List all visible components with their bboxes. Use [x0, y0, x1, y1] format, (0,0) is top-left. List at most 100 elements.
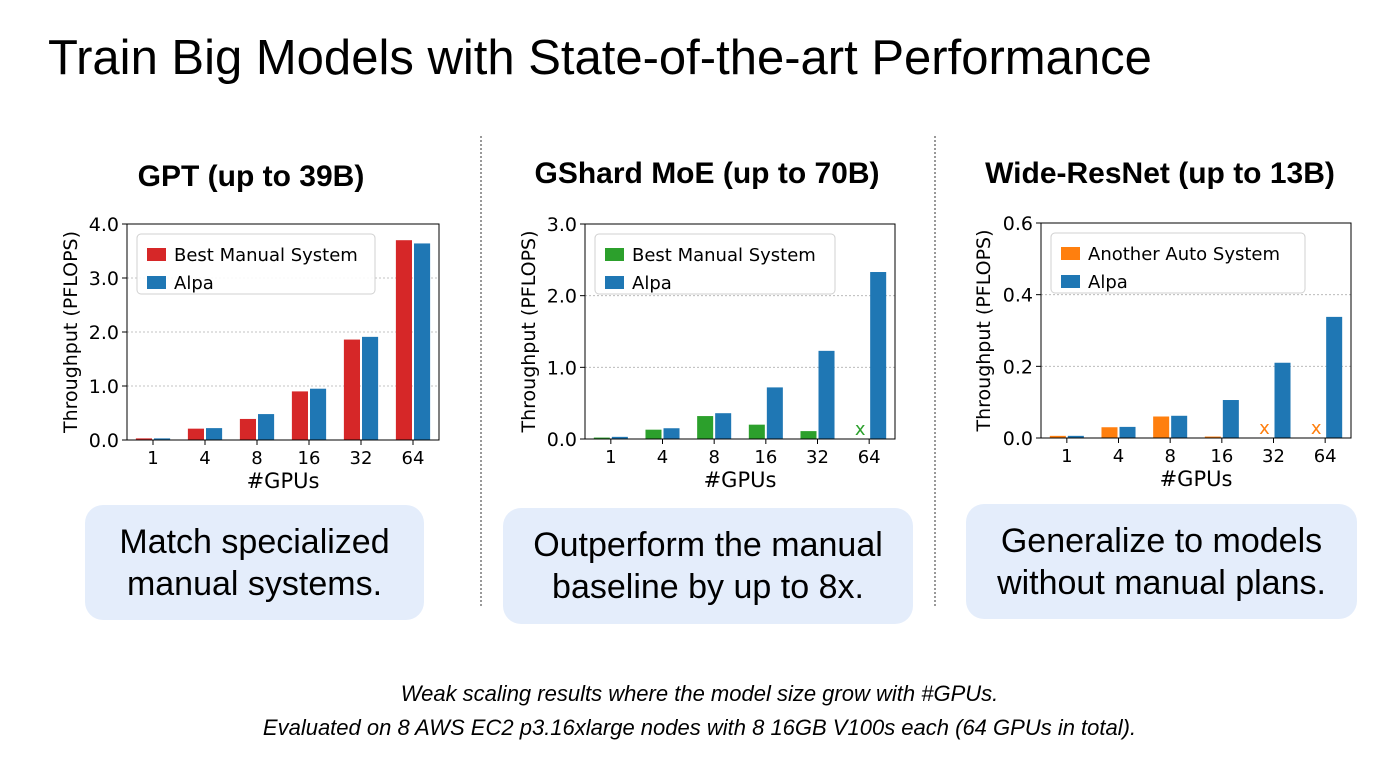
chart-gpt-bar-alpa-64 — [414, 243, 431, 440]
chart-wresnet-frame — [1040, 222, 1352, 439]
chart-wresnet-ylabel: Throughput (PFLOPS) — [973, 230, 995, 433]
chart-gpt-legend-swatch — [147, 276, 166, 289]
chart-moe-legend-swatch — [605, 248, 624, 261]
chart-moe-ytick-label: 0.0 — [547, 429, 577, 451]
chart-moe-bar-baseline-1 — [593, 437, 610, 439]
chart-wresnet-xtick-label: 4 — [1113, 446, 1124, 467]
chart-gpt-bar-alpa-8 — [258, 414, 275, 440]
callout-wresnet: Generalize to models without manual plan… — [966, 504, 1357, 619]
caption-line2: Evaluated on 8 AWS EC2 p3.16xlarge nodes… — [262, 715, 1137, 740]
chart-wresnet-bar-alpa-32 — [1274, 362, 1291, 438]
chart-gpt-ytick-label: 2.0 — [89, 322, 119, 344]
chart-wresnet-ytick-label: 0.0 — [1003, 428, 1033, 450]
chart-gpt-bar-alpa-16 — [310, 388, 327, 440]
callout-moe-line1: Outperform the manual — [533, 526, 883, 564]
chart-gpt-xlabel: #GPUs — [247, 469, 320, 493]
chart-moe-xlabel: #GPUs — [704, 468, 777, 492]
chart-moe-xtick-label: 32 — [806, 447, 829, 468]
chart-wresnet-ytick-label: 0.6 — [1003, 213, 1033, 235]
chart-wresnet-legend-label: Another Auto System — [1088, 244, 1280, 265]
chart-gpt-ytick-label: 3.0 — [89, 268, 119, 290]
chart-wresnet-legend — [1050, 232, 1306, 294]
chart-gpt-ytick-label: 4.0 — [89, 214, 119, 236]
chart-gpt-bar-baseline-32 — [343, 339, 360, 440]
chart-moe-xtick-label: 16 — [754, 447, 777, 468]
chart-wresnet-bar-baseline-1 — [1049, 435, 1066, 438]
chart-wresnet-bar-baseline-16 — [1204, 436, 1221, 438]
divider-left — [480, 136, 482, 606]
chart-wresnet-legend-label: Alpa — [1088, 272, 1128, 293]
callout-moe-line2: baseline by up to 8x. — [552, 568, 864, 606]
chart-wresnet-xtick-label: 32 — [1262, 446, 1285, 467]
chart-moe-bar-alpa-1 — [611, 436, 628, 439]
chart-moe-ytick-label: 1.0 — [547, 357, 577, 379]
chart-gpt-bar-alpa-32 — [362, 336, 379, 440]
chart-gpt-legend-swatch — [147, 248, 166, 261]
chart-gpt-xtick-label: 8 — [251, 448, 262, 469]
panel-title-moe: GShard MoE (up to 70B) — [534, 157, 880, 190]
chart-moe-xtick-label: 64 — [858, 447, 881, 468]
chart-moe-ylabel: Throughput (PFLOPS) — [518, 231, 540, 434]
chart-moe-bar-baseline-32 — [800, 431, 817, 439]
chart-gpt-ylabel: Throughput (PFLOPS) — [60, 231, 82, 434]
chart-wresnet-bar-alpa-64 — [1326, 316, 1343, 438]
chart-moe-frame — [584, 223, 896, 440]
chart-wresnet-xtick-label: 8 — [1164, 446, 1175, 467]
callout-gpt-line2: manual systems. — [126, 564, 383, 603]
chart-wresnet-bar-alpa-16 — [1222, 400, 1239, 438]
callout-gpt: Match specialized manual systems. — [85, 505, 424, 620]
chart-moe-xtick-label: 8 — [708, 447, 719, 468]
chart-gpt-xtick-label: 64 — [402, 448, 425, 469]
chart-wresnet-bar-alpa-4 — [1119, 426, 1136, 438]
chart-wresnet-failed-marker: x — [1311, 418, 1322, 439]
chart-moe-failed-marker: x — [855, 419, 866, 440]
chart-gpt-xtick-label: 16 — [298, 448, 321, 469]
chart-moe-legend-label: Best Manual System — [632, 245, 816, 266]
chart-moe-bar-alpa-16 — [766, 387, 783, 439]
chart-gpt-ytick-label: 1.0 — [89, 376, 119, 398]
chart-gpt-legend-label: Alpa — [174, 273, 214, 294]
chart-gpt-ytick-label: 0.0 — [89, 430, 119, 452]
chart-gpt-bar-alpa-4 — [206, 428, 223, 440]
chart-wresnet-failed-marker: x — [1259, 418, 1270, 439]
chart-moe-bar-alpa-8 — [715, 413, 732, 439]
panel-title-gpt: GPT (up to 39B) — [137, 160, 365, 193]
chart-gpt-bar-baseline-1 — [135, 438, 152, 440]
callout-wresnet-line2: without manual plans. — [997, 563, 1326, 602]
chart-wresnet-xlabel: #GPUs — [1160, 467, 1233, 491]
chart-wresnet-xtick-label: 64 — [1314, 446, 1337, 467]
chart-wresnet-ytick-label: 0.2 — [1003, 356, 1033, 378]
chart-moe-bar-alpa-32 — [818, 350, 835, 439]
chart-wresnet-legend-swatch — [1061, 247, 1080, 260]
chart-gpt-bar-baseline-4 — [187, 428, 204, 440]
chart-gpt-xtick-label: 32 — [350, 448, 373, 469]
chart-moe-xtick-label: 4 — [657, 447, 668, 468]
chart-moe-legend — [594, 233, 836, 295]
chart-wresnet-bar-alpa-1 — [1067, 435, 1084, 438]
chart-wresnet-bar-baseline-4 — [1101, 427, 1118, 438]
chart-moe-bar-baseline-4 — [645, 429, 662, 439]
callout-moe: Outperform the manual baseline by up to … — [503, 508, 913, 624]
callout-gpt-line1: Match specialized — [119, 522, 390, 561]
chart-moe-ytick-label: 3.0 — [547, 214, 577, 236]
chart-wresnet-bar-baseline-8 — [1153, 416, 1170, 438]
chart-moe-bar-baseline-8 — [697, 416, 714, 439]
slide-title: Train Big Models with State-of-the-art P… — [48, 31, 1152, 85]
caption-line1: Weak scaling results where the model siz… — [400, 681, 999, 706]
chart-wresnet-ytick-label: 0.4 — [1003, 285, 1033, 307]
chart-moe-legend-label: Alpa — [632, 273, 672, 294]
chart-moe-ytick-label: 2.0 — [547, 286, 577, 308]
chart-gpt-bar-alpa-1 — [154, 438, 171, 440]
callout-wresnet-line1: Generalize to models — [1000, 521, 1323, 560]
chart-wresnet-xtick-label: 16 — [1210, 446, 1233, 467]
panel-title-wresnet: Wide-ResNet (up to 13B) — [985, 157, 1335, 190]
divider-right — [934, 136, 936, 606]
chart-wresnet-xtick-label: 1 — [1061, 446, 1072, 467]
chart-moe-bar-alpa-4 — [663, 428, 680, 439]
chart-gpt-xtick-label: 1 — [147, 448, 158, 469]
chart-moe-bar-alpa-64 — [870, 272, 887, 439]
chart-gpt-bar-baseline-64 — [395, 240, 412, 440]
chart-moe-legend-swatch — [605, 276, 624, 289]
chart-gpt-legend-label: Best Manual System — [174, 245, 358, 266]
